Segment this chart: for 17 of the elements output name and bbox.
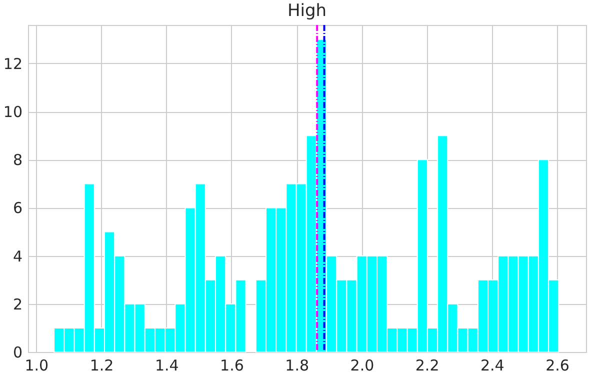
y-tick-label: 10 bbox=[3, 103, 22, 122]
y-tick-label: 8 bbox=[12, 151, 22, 170]
y-tick-label: 4 bbox=[12, 247, 22, 266]
x-tick-label: 2.6 bbox=[546, 356, 570, 374]
x-tick-label: 2.0 bbox=[350, 356, 374, 374]
y-tick-label: 2 bbox=[12, 295, 22, 314]
x-tick-label: 1.8 bbox=[285, 356, 310, 374]
x-tick-label: 1.0 bbox=[24, 356, 49, 374]
y-tick-label: 6 bbox=[12, 199, 22, 218]
x-tick-label: 2.2 bbox=[415, 356, 440, 374]
x-tick-label: 1.6 bbox=[220, 356, 244, 374]
y-tick-label: 12 bbox=[3, 54, 22, 73]
x-tick-label: 1.2 bbox=[90, 356, 114, 374]
x-tick-label: 2.4 bbox=[480, 356, 504, 374]
x-tick-label: 1.4 bbox=[154, 356, 179, 374]
y-tick-label: 0 bbox=[12, 344, 22, 362]
chart-title: High bbox=[287, 1, 327, 21]
